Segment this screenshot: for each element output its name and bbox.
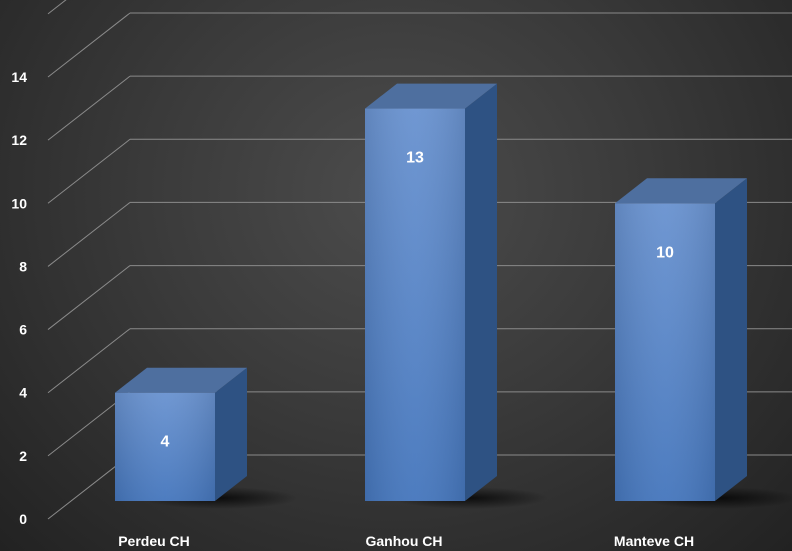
data-label: 4: [161, 434, 170, 451]
bar: 10: [615, 178, 792, 509]
x-category-label: Ganhou CH: [366, 533, 443, 549]
gridline-diagonal: [47, 328, 131, 394]
x-category-label: Manteve CH: [614, 533, 694, 549]
bar: 4: [115, 367, 298, 509]
bar-front-shade: [615, 203, 715, 502]
bar-side-face: [715, 178, 747, 502]
bars: 4 13 10: [115, 83, 792, 509]
gridline-diagonal: [47, 202, 131, 267]
gridline-diagonal: [47, 138, 131, 204]
bar-side-face: [465, 83, 497, 502]
bar: 13: [365, 83, 548, 509]
data-label: 13: [406, 150, 424, 167]
y-tick-label: 14: [11, 69, 27, 85]
y-tick-label: 10: [11, 195, 27, 211]
y-axis-ticks: 0 2 4 6 8 10 12 14: [11, 69, 27, 527]
gridline-diagonal: [47, 265, 131, 330]
x-axis-categories: Perdeu CH Ganhou CH Manteve CH: [118, 533, 694, 549]
bar-front-shade: [115, 392, 215, 501]
y-tick-label: 6: [19, 322, 27, 338]
gridline-diagonal: [47, 12, 131, 78]
y-tick-label: 2: [19, 448, 27, 464]
data-label: 10: [656, 244, 674, 261]
x-category-label: Perdeu CH: [118, 533, 190, 549]
bar-front-shade: [365, 108, 465, 502]
y-tick-label: 8: [19, 258, 27, 274]
bar-side-face: [215, 367, 247, 501]
gridline-diagonal: [47, 75, 131, 141]
y-tick-label: 12: [11, 132, 27, 148]
y-tick-label: 0: [19, 511, 27, 527]
bar-top-face: [115, 367, 247, 393]
bar-top-face: [615, 178, 747, 204]
bar-top-face: [365, 83, 497, 109]
y-tick-label: 4: [19, 385, 27, 401]
gridline-diagonal: [47, 0, 67, 15]
